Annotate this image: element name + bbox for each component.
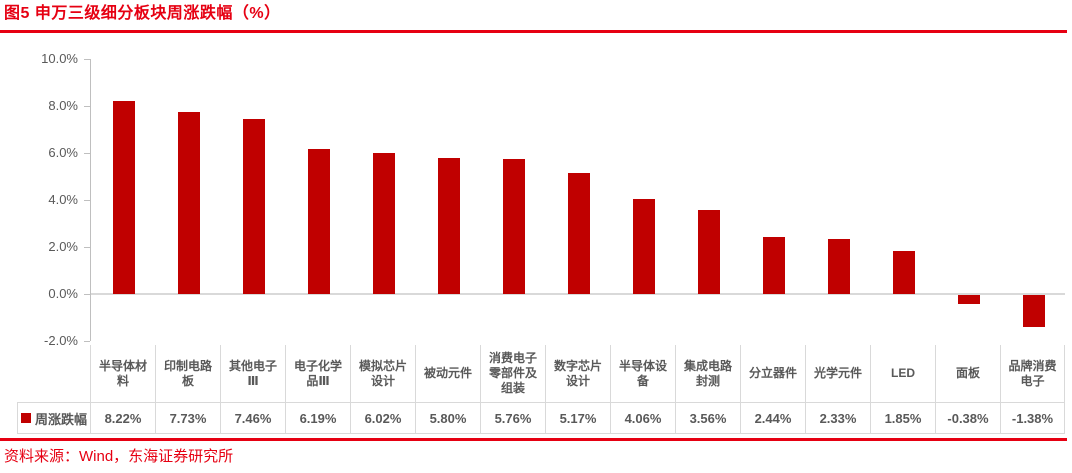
y-axis-label: 6.0% (48, 145, 78, 160)
bar (177, 112, 200, 294)
bar (957, 295, 980, 304)
bar (892, 250, 915, 294)
bar (827, 239, 850, 294)
category-cell: 分立器件 (740, 345, 805, 402)
y-axis-label: 10.0% (41, 51, 78, 66)
bar (697, 210, 720, 294)
category-cell: 面板 (935, 345, 1000, 402)
zero-axis-line (91, 293, 1065, 295)
category-cell: 品牌消费电子 (1000, 345, 1065, 402)
bar (1022, 295, 1045, 328)
value-cell: 5.80% (415, 402, 480, 434)
value-cell: 3.56% (675, 402, 740, 434)
value-cell: 7.46% (220, 402, 285, 434)
y-axis-tick (84, 59, 90, 60)
bar (372, 152, 395, 294)
plot-area (90, 59, 1065, 341)
bar (567, 172, 590, 294)
legend-label: 周涨跌幅 (34, 411, 87, 427)
report-figure: 图5 申万三级细分板块周涨跌幅（%） 10.0% 8.0% 6.0% 4.0% 2.0%… (0, 4, 1067, 466)
category-cell: 印制电路板 (155, 345, 220, 402)
value-cell: 6.19% (285, 402, 350, 434)
category-cell: LED (870, 345, 935, 402)
bar (242, 118, 265, 294)
value-cell: 8.22% (90, 402, 155, 434)
y-axis-tick (84, 153, 90, 154)
value-cell: -1.38% (1000, 402, 1065, 434)
y-axis-tick (84, 247, 90, 248)
legend-item: 周涨跌幅 (17, 402, 90, 434)
value-cell: 7.73% (155, 402, 220, 434)
y-axis-label: 0.0% (48, 286, 78, 301)
bar (437, 157, 460, 294)
category-cell: 模拟芯片设计 (350, 345, 415, 402)
category-cell: 光学元件 (805, 345, 870, 402)
value-cell: 2.44% (740, 402, 805, 434)
legend-swatch-icon (20, 413, 31, 423)
value-cell: -0.38% (935, 402, 1000, 434)
bar (762, 236, 785, 294)
category-cell: 半导体材料 (90, 345, 155, 402)
bar (112, 100, 135, 294)
y-axis-label: 2.0% (48, 239, 78, 254)
source-note: 资料来源：Wind，东海证券研究所 (4, 448, 234, 465)
y-axis-label: -2.0% (44, 333, 78, 348)
value-cell: 1.85% (870, 402, 935, 434)
y-axis-tick (84, 341, 90, 342)
value-cell: 5.17% (545, 402, 610, 434)
bottom-divider (0, 438, 1067, 441)
category-cell: 数字芯片设计 (545, 345, 610, 402)
y-axis-label: 8.0% (48, 98, 78, 113)
chart-title: 图5 申万三级细分板块周涨跌幅（%） (4, 5, 281, 22)
category-cell: 被动元件 (415, 345, 480, 402)
value-cell: 2.33% (805, 402, 870, 434)
y-axis-label: 4.0% (48, 192, 78, 207)
bar (502, 158, 525, 294)
value-cell: 4.06% (610, 402, 675, 434)
category-cell: 集成电路封测 (675, 345, 740, 402)
category-cell: 半导体设备 (610, 345, 675, 402)
y-axis-tick (84, 200, 90, 201)
value-cell: 6.02% (350, 402, 415, 434)
bar (632, 198, 655, 294)
chart-canvas: 10.0% 8.0% 6.0% 4.0% 2.0% 0.0% -2.0% (0, 51, 1067, 348)
y-axis-tick (84, 294, 90, 295)
top-divider (0, 30, 1067, 33)
table-corner-spacer (17, 345, 90, 402)
value-cell: 5.76% (480, 402, 545, 434)
data-table: 半导体材料 印制电路板 其他电子Ⅲ 电子化学品Ⅲ 模拟芯片设计 被动元件 消费电子零部件及组… (17, 345, 1067, 434)
category-cell: 其他电子Ⅲ (220, 345, 285, 402)
category-cell: 消费电子零部件及组装 (480, 345, 545, 402)
bar (307, 148, 330, 294)
category-cell: 电子化学品Ⅲ (285, 345, 350, 402)
y-axis-tick (84, 106, 90, 107)
